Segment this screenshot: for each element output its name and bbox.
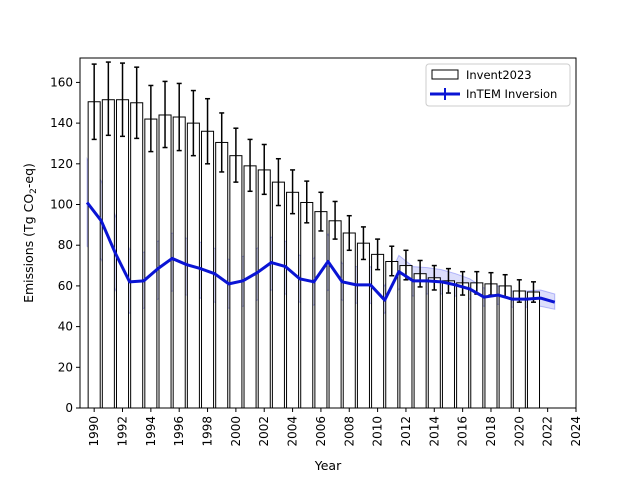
y-axis-label: Emissions (Tg CO2-eq) [21,163,39,303]
y-tick-label-40: 40 [58,320,73,334]
inventory-bar-2007 [328,220,342,409]
x-tick-label-2022: 2022 [541,416,555,447]
y-tick-label-80: 80 [58,238,73,252]
inventory-bar-2017 [470,282,484,409]
inventory-bar-2003 [271,181,285,409]
x-tick-label-1994: 1994 [144,416,158,447]
inventory-bar-2002 [257,169,271,409]
inventory-bar-1994 [144,118,158,409]
x-tick-label-2016: 2016 [456,416,470,447]
inventory-bar-2020 [512,290,526,409]
x-tick-label-2012: 2012 [399,416,413,447]
x-tick-label-2000: 2000 [229,416,243,447]
inventory-bar-1990 [87,101,101,409]
legend-swatch-invent2023 [431,69,459,80]
inventory-errorbars-layer [91,61,536,303]
plot-frame [79,57,577,409]
x-tick-label-2004: 2004 [286,416,300,447]
inventory-bar-2012 [399,265,413,409]
inventory-bar-2006 [314,211,328,409]
x-tick-label-2020: 2020 [512,416,526,447]
x-tick-label-1992: 1992 [116,416,130,447]
legend: Invent2023 InTEM Inversion [425,63,571,107]
inventory-bar-2001 [243,165,257,409]
inventory-bar-2005 [300,201,314,409]
inventory-bar-2009 [356,242,370,409]
inventory-bar-1993 [130,102,144,409]
inventory-bar-2008 [342,232,356,409]
x-tick-label-2014: 2014 [427,416,441,447]
y-tick-label-160: 160 [50,75,73,89]
y-tick-label-0: 0 [65,401,73,415]
x-tick-label-2002: 2002 [257,416,271,447]
inventory-bar-1992 [115,99,130,409]
x-tick-label-1998: 1998 [201,416,215,447]
inventory-bars-layer [87,99,541,409]
inventory-bar-1991 [101,99,115,409]
y-tick-label-100: 100 [50,198,73,212]
inventory-bar-2021 [526,291,541,409]
x-tick-label-2010: 2010 [371,416,385,447]
inversion-line [85,201,556,304]
y-tick-label-120: 120 [50,157,73,171]
inversion-line-layer [85,201,556,304]
inventory-bar-2015 [441,280,455,409]
inventory-bar-2014 [427,277,441,409]
inventory-bar-2016 [456,282,470,409]
x-axis-ticks: 1990 1992 1994 1996 1998 2000 2002 2004 2006 2008… [87,408,583,447]
y-axis-ticks: 0 20 40 60 80 100 120 140 160 [50,75,80,415]
inventory-bar-2010 [371,253,385,409]
legend-label-intem-inversion: InTEM Inversion [466,87,557,101]
y-tick-label-60: 60 [58,279,73,293]
x-tick-label-2024: 2024 [569,416,583,447]
x-tick-label-2008: 2008 [342,416,356,447]
legend-box [425,63,571,107]
x-axis-label: Year [314,458,342,473]
x-tick-label-1990: 1990 [87,416,101,447]
inventory-bar-2018 [484,283,498,409]
x-tick-label-2006: 2006 [314,416,328,447]
inventory-bar-2004 [286,191,300,409]
y-tick-label-20: 20 [58,360,73,374]
x-tick-label-2018: 2018 [484,416,498,447]
legend-label-invent2023: Invent2023 [466,68,532,82]
inventory-bar-2019 [498,285,512,409]
y-tick-label-140: 140 [50,116,73,130]
x-tick-label-1996: 1996 [172,416,186,447]
inventory-bar-2013 [413,273,427,409]
